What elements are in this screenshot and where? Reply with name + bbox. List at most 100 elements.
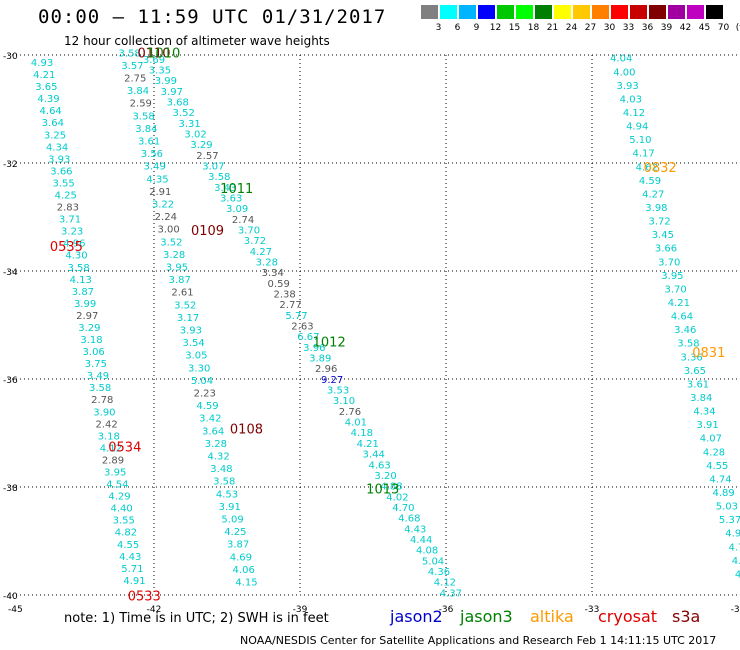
credit-line: NOAA/NESDIS Center for Satellite Applica…: [240, 634, 717, 647]
scale-label: 3: [435, 23, 442, 33]
wave-height-value: 3.91: [697, 420, 719, 431]
wave-height-value: 2.38: [273, 290, 295, 301]
wave-height-value: 3.06: [83, 347, 105, 358]
wave-height-value: 3.58: [89, 383, 111, 394]
wave-height-value: 3.30: [188, 363, 210, 374]
scale-label: 70: [717, 23, 730, 33]
wave-height-value: 4.36: [428, 567, 450, 578]
wave-height-value: 4.35: [146, 174, 168, 185]
wave-height-value: 3.45: [652, 230, 674, 241]
wave-height-value: 3.90: [93, 407, 115, 418]
wave-height-value: 2.24: [155, 212, 177, 223]
lon-tick-label: -33: [585, 605, 600, 615]
pass-time-label: 0832: [644, 161, 677, 176]
wave-height-value: 4.12: [100, 443, 122, 454]
wave-height-value: 2.57: [196, 151, 218, 162]
scale-swatch: [440, 5, 457, 19]
wave-height-value: 3.65: [684, 366, 706, 377]
scale-swatch: [706, 5, 723, 19]
wave-height-value: 2.77: [279, 300, 301, 311]
wave-height-value: 3.95: [166, 263, 188, 274]
lat-tick-label: -38: [3, 484, 18, 494]
wave-height-value: 3.28: [205, 439, 227, 450]
wave-height-value: 3.29: [78, 323, 100, 334]
legend-altika: altika: [530, 607, 574, 626]
wave-height-value: 4.93: [31, 58, 53, 69]
wave-height-value: 4.27: [642, 189, 664, 200]
scale-label: 24: [565, 23, 578, 33]
wave-height-value: 3.28: [163, 250, 185, 261]
scale-label: 27: [584, 23, 597, 33]
scale-label: 12: [489, 23, 502, 33]
wave-height-value: 3.70: [238, 226, 260, 237]
wave-height-value: 3.07: [202, 161, 224, 172]
lon-tick-label: -42: [147, 605, 162, 615]
wave-height-value: 4.55: [706, 461, 728, 472]
wave-height-value: 3.31: [178, 119, 200, 130]
wave-height-value: 4.74: [709, 474, 731, 485]
scale-label: 9: [473, 23, 480, 33]
map-subtitle: 12 hour collection of altimeter wave hei…: [64, 34, 330, 48]
wave-height-value: 4.53: [216, 489, 238, 500]
wave-height-value: 2.96: [315, 364, 337, 375]
wave-height-value: 3.72: [244, 236, 266, 247]
wave-height-value: 4.32: [208, 452, 230, 463]
wave-height-value: 4.96: [63, 239, 85, 250]
wave-height-value: 3.84: [690, 393, 712, 404]
wave-height-value: 3.95: [104, 467, 126, 478]
wave-height-value: 3.49: [87, 371, 109, 382]
wave-height-value: 3.87: [227, 540, 249, 551]
wave-height-value: 4.7: [732, 556, 740, 567]
wave-height-value: 3.58: [119, 48, 141, 59]
wave-height-value: 3.93: [616, 81, 638, 92]
wave-height-value: 3.44: [363, 450, 385, 461]
pass-time-label: 0108: [230, 423, 263, 438]
scale-label: 45: [698, 23, 711, 33]
wave-height-value: 3.93: [48, 154, 70, 165]
wave-height-value: 4.00: [613, 67, 635, 78]
scale-label: 6: [454, 23, 461, 33]
wave-height-value: 3.18: [98, 431, 120, 442]
wave-height-value: 4.12: [623, 108, 645, 119]
wave-height-value: 4.17: [632, 149, 654, 160]
wave-height-value: 3.58: [213, 477, 235, 488]
wave-height-value: 3.58: [208, 172, 230, 183]
scale-swatch: [478, 5, 495, 19]
wave-height-value: 2.23: [194, 389, 216, 400]
wave-height-value: 3.54: [182, 338, 204, 349]
wave-height-value: 3.20: [374, 471, 396, 482]
wave-height-value: 3.02: [184, 129, 206, 140]
wave-height-value: 4.54: [106, 480, 128, 491]
wave-height-value: 3.52: [173, 108, 195, 119]
wave-height-value: 3.91: [219, 502, 241, 513]
wave-height-value: 2.83: [57, 203, 79, 214]
pass-time-label: 0831: [692, 346, 725, 361]
lat-tick-label: -34: [3, 268, 18, 278]
wave-height-value: 4.59: [639, 176, 661, 187]
wave-height-value: 3.36: [681, 352, 703, 363]
wave-height-value: 5.77: [285, 311, 307, 322]
legend-jason2: jason2: [390, 607, 443, 626]
wave-height-value: 2.91: [149, 187, 171, 198]
wave-height-value: 5.09: [221, 515, 243, 526]
wave-height-value: 4.62: [636, 162, 658, 173]
scale-swatch: [497, 5, 514, 19]
wave-height-value: 3.52: [174, 300, 196, 311]
wave-height-value: 4.43: [404, 524, 426, 535]
wave-height-value: 3.52: [160, 237, 182, 248]
wave-height-value: 2.78: [91, 395, 113, 406]
lat-tick-label: -40: [3, 592, 18, 602]
wave-height-value: 3.66: [50, 166, 72, 177]
wave-height-value: 4.34: [46, 142, 68, 153]
legend-cryosat: cryosat: [598, 607, 658, 626]
scale-swatch: [554, 5, 571, 19]
wave-height-value: 5.10: [629, 135, 651, 146]
wave-height-value: 4.70: [392, 503, 414, 514]
wave-height-value: 4.68: [398, 514, 420, 525]
wave-height-value: 4.07: [700, 434, 722, 445]
wave-height-value: 5.04: [191, 376, 213, 387]
wave-height-value: 4.89: [713, 488, 735, 499]
scale-swatch: [459, 5, 476, 19]
wave-height-value: 3.93: [180, 326, 202, 337]
wave-height-value: 4.02: [386, 492, 408, 503]
